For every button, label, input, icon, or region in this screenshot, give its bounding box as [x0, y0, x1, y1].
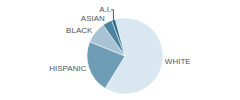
svg-text:ASIAN: ASIAN [81, 14, 105, 23]
svg-text:BLACK: BLACK [66, 26, 93, 35]
svg-text:A.I.: A.I. [99, 5, 111, 14]
svg-text:HISPANIC: HISPANIC [49, 64, 86, 73]
svg-text:WHITE: WHITE [165, 57, 191, 66]
